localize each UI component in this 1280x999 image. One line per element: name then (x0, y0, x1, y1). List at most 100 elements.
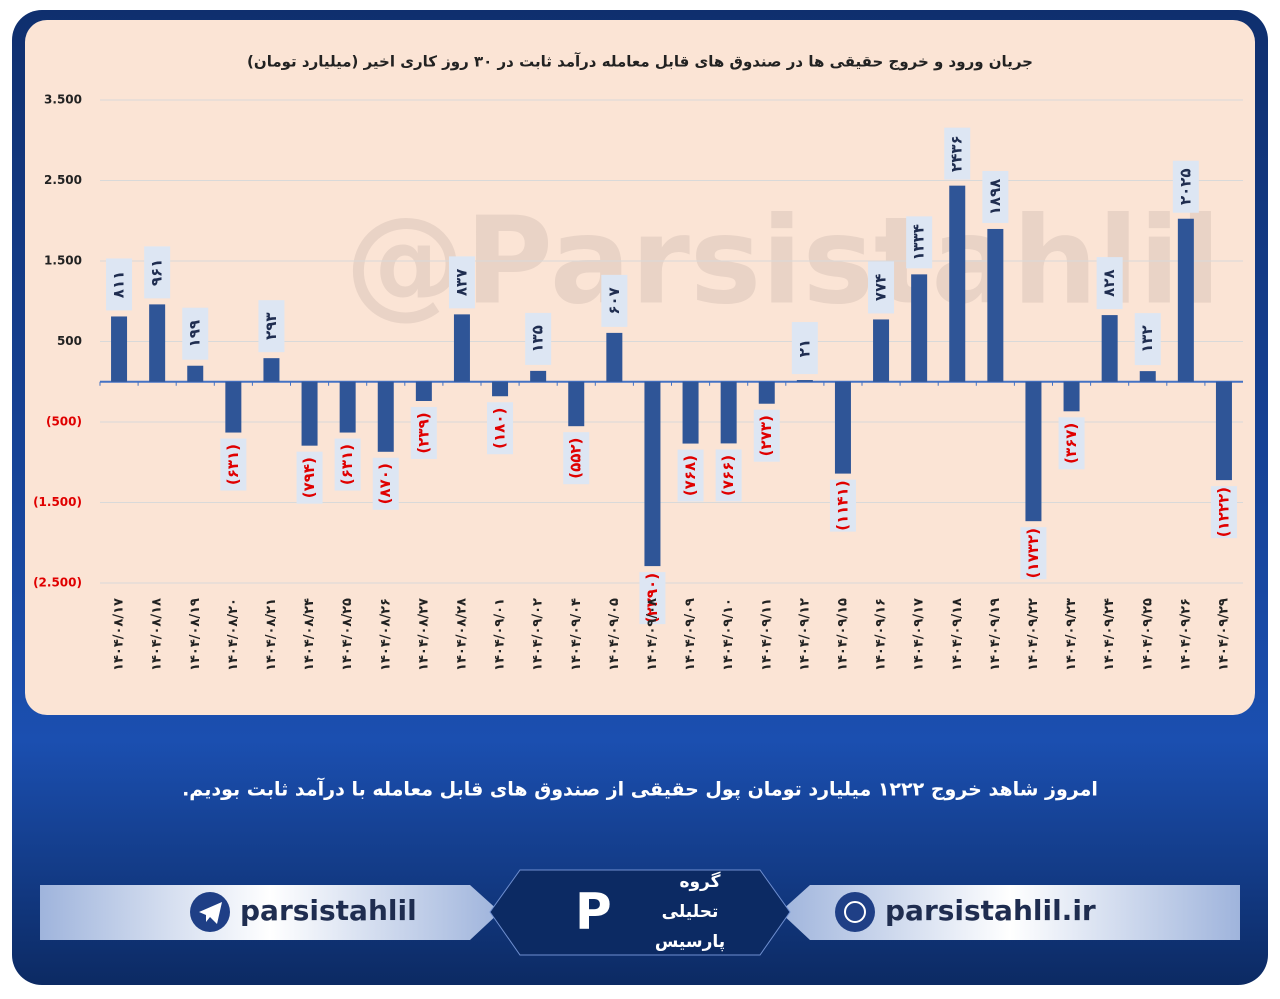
x-tick-label: ۱۴۰۴/۰۹/۱۹ (988, 598, 1003, 671)
value-label: (۵۵۲) (567, 438, 585, 479)
value-label-box (1096, 257, 1123, 310)
bar (187, 365, 204, 382)
value-label-box (639, 572, 666, 625)
value-label-box (182, 307, 209, 360)
value-label: ۱۸۹۸ (986, 179, 1004, 216)
telegram-handle: parsistahlil (240, 894, 417, 927)
bar (720, 381, 737, 444)
value-label: ۷۷۴ (872, 274, 890, 301)
logo-line: گروه (679, 871, 720, 892)
bar (873, 319, 890, 382)
x-tick-label: ۱۴۰۴/۰۹/۲۹ (1216, 598, 1231, 671)
value-label: (۲۳۹) (414, 412, 432, 453)
logo-badge (489, 869, 791, 956)
value-label-box (753, 409, 780, 462)
bar (1139, 371, 1156, 382)
x-tick-label: ۱۴۰۴/۰۹/۲۴ (1102, 598, 1117, 671)
value-label-box (144, 246, 171, 299)
bar (1215, 381, 1232, 481)
y-tick-label: 2.500 (44, 173, 82, 187)
x-tick-label: ۱۴۰۴/۰۹/۰۸ (645, 598, 660, 671)
value-label: ۲۴۳۶ (948, 135, 966, 172)
x-tick-label: ۱۴۰۴/۰۹/۱۵ (835, 598, 850, 671)
web-icon (835, 892, 875, 932)
bar (225, 381, 242, 433)
x-tick-label: ۱۴۰۴/۰۹/۰۴ (569, 598, 584, 671)
value-label-box (982, 170, 1009, 223)
value-label-box (677, 449, 704, 502)
logo-line: تحلیلی (662, 902, 719, 922)
x-tick-label: ۱۴۰۴/۰۹/۱۰ (721, 598, 736, 671)
x-tick-label: ۱۴۰۴/۰۹/۰۱ (493, 598, 508, 671)
logo-mark: P (575, 883, 612, 941)
x-tick-label: ۱۴۰۴/۰۹/۱۲ (797, 598, 812, 671)
value-label-box (334, 438, 361, 491)
x-tick-label: ۱۴۰۴/۰۹/۲۶ (1178, 598, 1193, 671)
value-label: (۷۹۴) (300, 457, 318, 498)
value-label-box (1020, 527, 1047, 580)
x-tick-label: ۱۴۰۴/۰۸/۲۷ (416, 598, 431, 671)
value-label-box (1134, 313, 1161, 366)
value-label-box (791, 322, 818, 375)
logo-line: پارسیس (655, 932, 725, 952)
value-label-box (220, 438, 247, 491)
footer-strip-right (780, 885, 1240, 940)
value-label-box (715, 449, 742, 502)
value-label: (۱۱۴۱) (833, 480, 851, 530)
x-tick-label: ۱۴۰۴/۰۸/۱۸ (150, 598, 165, 671)
bar (987, 228, 1004, 382)
bar (1025, 381, 1042, 522)
value-label: (۸۷۰) (376, 463, 394, 504)
bar (415, 381, 432, 401)
x-tick-label: ۱۴۰۴/۰۹/۲۵ (1140, 598, 1155, 671)
value-label: (۶۳۱) (224, 444, 242, 485)
value-label: (۱۸۰) (491, 408, 509, 449)
value-label-box (448, 256, 475, 309)
y-tick-label: 1.500 (44, 254, 82, 268)
value-label: (۷۶۶) (719, 455, 737, 496)
bar (682, 381, 699, 444)
value-label: ۱۳۵ (529, 325, 547, 352)
value-label-box (487, 402, 514, 455)
bar (834, 381, 851, 474)
chart-title: جریان ورود و خروج حقیقی ها در صندوق های … (247, 53, 1033, 71)
value-label-box (906, 216, 933, 269)
value-label-box (106, 258, 133, 311)
bar (111, 316, 128, 382)
x-tick-label: ۱۴۰۴/۰۹/۰۹ (683, 598, 698, 671)
y-tick-label: (500) (46, 415, 82, 429)
y-tick-label: 500 (57, 334, 82, 348)
bar (453, 314, 470, 382)
value-label-box (868, 261, 895, 314)
x-tick-label: ۱۴۰۴/۰۹/۱۱ (759, 598, 774, 671)
x-tick-label: ۱۴۰۴/۰۹/۱۷ (912, 598, 927, 671)
bar (492, 381, 509, 397)
bar (949, 185, 966, 382)
bar (339, 381, 356, 433)
value-label: ۱۳۳۴ (910, 224, 928, 261)
value-label: (۶۳۱) (338, 444, 356, 485)
value-label-box (372, 457, 399, 510)
value-label: (۱۲۲۲) (1214, 487, 1232, 537)
x-tick-label: ۱۴۰۴/۰۸/۱۹ (188, 598, 203, 671)
value-label: ۲۱ (795, 339, 813, 357)
value-label: (۳۶۷) (1062, 423, 1080, 464)
value-label-box (296, 451, 323, 504)
value-label: ۸۱۱ (110, 271, 128, 298)
value-label-box (258, 300, 285, 353)
x-tick-label: ۱۴۰۴/۰۸/۲۸ (454, 598, 469, 671)
value-label: ۱۹۹ (186, 320, 204, 347)
x-tick-label: ۱۴۰۴/۰۹/۲۲ (1026, 598, 1041, 671)
value-label-box (410, 406, 437, 459)
x-tick-label: ۱۴۰۴/۰۸/۲۵ (340, 598, 355, 671)
y-tick-label: 3.500 (44, 93, 82, 107)
bar (568, 381, 585, 427)
value-label: ۸۳۷ (452, 269, 470, 296)
bar (1063, 381, 1080, 412)
x-tick-label: ۱۴۰۴/۰۹/۲۳ (1064, 598, 1079, 671)
value-label: ۶۰۷ (605, 287, 623, 314)
chart-panel (25, 20, 1255, 715)
bar (1101, 315, 1118, 382)
value-label-box (563, 432, 590, 485)
